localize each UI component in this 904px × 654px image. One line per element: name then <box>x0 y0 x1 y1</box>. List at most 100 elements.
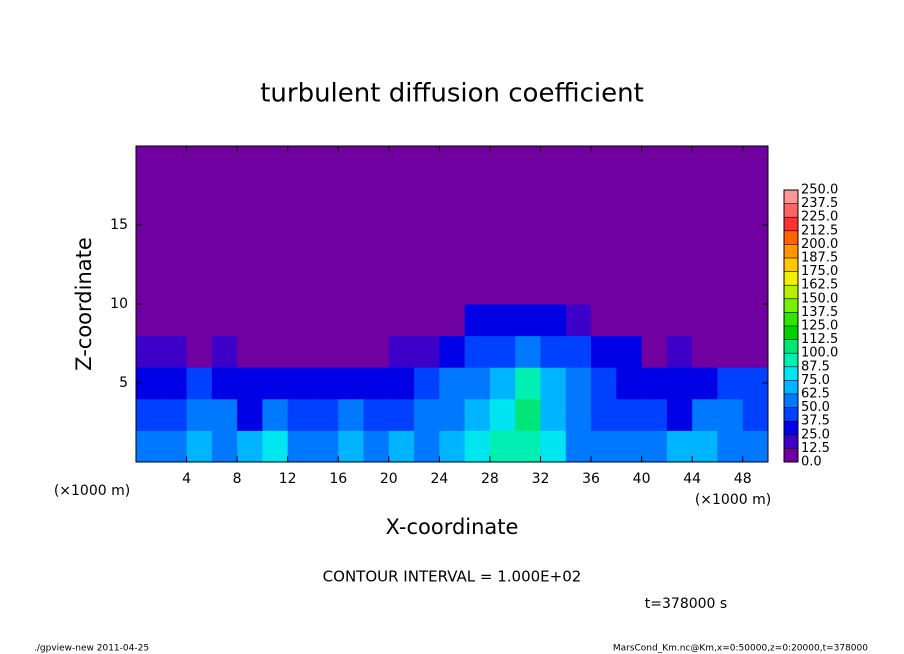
heat-cell <box>211 146 238 179</box>
heat-cell <box>414 398 440 431</box>
heat-cell <box>161 304 188 337</box>
colorbar-swatch <box>784 312 798 326</box>
heat-cell <box>489 177 516 210</box>
heat-cell <box>388 304 415 337</box>
colorbar-swatch <box>784 217 798 231</box>
heat-cell <box>186 209 213 242</box>
heat-cell <box>464 304 491 337</box>
heat-cell <box>262 367 289 400</box>
heat-cell <box>161 430 188 463</box>
colorbar-swatch <box>784 326 798 340</box>
heat-cell <box>742 335 769 368</box>
heat-cell <box>338 430 365 463</box>
heat-cell <box>717 367 744 400</box>
heat-cell <box>388 430 415 463</box>
heat-cell <box>717 304 744 337</box>
heat-cell <box>414 146 440 179</box>
colorbar-swatch <box>784 271 798 286</box>
heat-cell <box>591 367 617 400</box>
colorbar-swatch <box>784 285 798 299</box>
heat-cell <box>540 240 567 273</box>
heat-cell <box>692 430 718 463</box>
heat-cell <box>211 240 238 273</box>
heat-cell <box>262 209 289 242</box>
heat-cell <box>464 272 491 305</box>
colorbar-label: 250.0 <box>801 183 838 198</box>
heat-cell <box>742 430 769 463</box>
colorbar-label: 225.0 <box>801 210 838 225</box>
heat-cell <box>515 146 541 179</box>
colorbar-swatch <box>784 190 798 204</box>
heat-cell <box>186 335 213 368</box>
heat-cell <box>565 335 592 368</box>
heat-cell <box>338 240 365 273</box>
heat-cell <box>388 272 415 305</box>
heat-cell <box>161 177 188 210</box>
y-tick-label: 10 <box>110 296 128 312</box>
colorbar-swatch <box>784 448 798 462</box>
heat-cell <box>464 430 491 463</box>
heat-cell <box>464 335 491 368</box>
colorbar-label: 200.0 <box>801 237 838 252</box>
heat-cell <box>489 272 516 305</box>
heat-cell <box>666 240 693 273</box>
heat-cell <box>262 430 289 463</box>
heat-cell <box>464 240 491 273</box>
x-tick-label: 24 <box>430 471 448 487</box>
heat-cell <box>287 209 314 242</box>
colorbar-label: 137.5 <box>801 305 838 320</box>
heat-cell <box>414 335 440 368</box>
heat-cell <box>692 146 718 179</box>
colorbar-swatch <box>784 407 798 422</box>
heat-cell <box>742 240 769 273</box>
heat-cell <box>262 146 289 179</box>
heat-cell <box>515 430 541 463</box>
heat-cell <box>287 146 314 179</box>
heat-cell <box>591 240 617 273</box>
heat-cell <box>439 272 466 305</box>
heat-cell <box>186 272 213 305</box>
heat-cell <box>565 398 592 431</box>
y-axis-label: Z-coordinate <box>72 237 96 371</box>
heat-cell <box>666 146 693 179</box>
heat-cell <box>565 146 592 179</box>
heat-cell <box>540 335 567 368</box>
heat-cell <box>717 335 744 368</box>
heat-cell <box>742 398 769 431</box>
heat-cell <box>363 272 390 305</box>
colorbar-swatch <box>784 230 798 245</box>
heat-cell <box>439 209 466 242</box>
heat-cell <box>666 177 693 210</box>
heat-cell <box>338 209 365 242</box>
colorbar-swatch <box>784 258 798 272</box>
heat-cell <box>287 304 314 337</box>
heat-cell <box>237 272 263 305</box>
heat-cell <box>641 430 668 463</box>
heat-cell <box>136 272 162 305</box>
heat-cell <box>717 272 744 305</box>
heat-cell <box>540 304 567 337</box>
heat-cell <box>616 367 643 400</box>
heat-cell <box>641 367 668 400</box>
heat-cell <box>388 335 415 368</box>
heat-cell <box>388 367 415 400</box>
x-axis-label: X-coordinate <box>386 515 519 539</box>
heat-cell <box>515 272 541 305</box>
heat-cell <box>363 335 390 368</box>
heat-cell <box>363 146 390 179</box>
colorbar-label: 112.5 <box>801 332 838 347</box>
x-tick-label: 8 <box>233 471 242 487</box>
heat-cell <box>414 209 440 242</box>
heat-cell <box>312 272 339 305</box>
heat-cell <box>489 146 516 179</box>
colorbar-label: 100.0 <box>801 346 838 361</box>
heat-cell <box>666 367 693 400</box>
heat-cell <box>616 430 643 463</box>
heat-cell <box>540 398 567 431</box>
heat-cell <box>161 335 188 368</box>
colorbar-label: 187.5 <box>801 251 838 266</box>
heat-cell <box>439 177 466 210</box>
colorbar-label: 150.0 <box>801 291 838 306</box>
heat-cell <box>439 240 466 273</box>
